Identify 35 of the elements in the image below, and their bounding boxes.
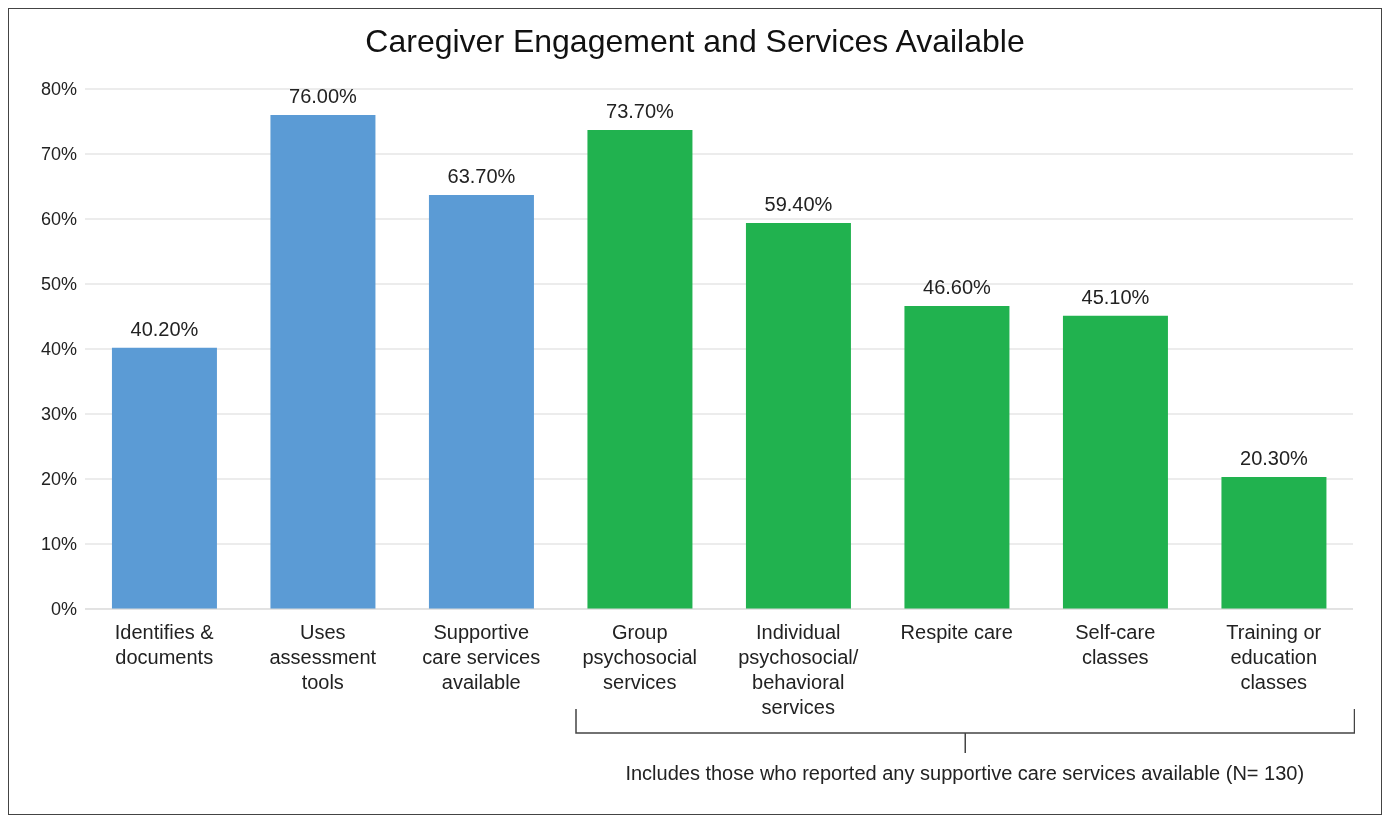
bar	[111, 347, 217, 609]
data-label: 76.00%	[289, 85, 358, 107]
bar	[745, 222, 851, 609]
y-tick-label: 70%	[40, 144, 77, 165]
y-tick-label: 60%	[40, 209, 77, 230]
chart-title: Caregiver Engagement and Services Available	[364, 23, 1026, 60]
x-tick-label: Individual psychosocial/ behavioral services	[738, 621, 859, 718]
x-tick-label: Self-care classes	[1075, 621, 1156, 668]
y-tick-label: 30%	[40, 404, 77, 425]
data-label: 73.70%	[606, 99, 675, 122]
bar	[1062, 315, 1168, 609]
y-tick-label: 80%	[40, 79, 77, 100]
y-tick-label: 20%	[40, 469, 77, 490]
y-tick-label: 10%	[40, 534, 77, 555]
text: Includes those who reported any supportive care services available (N= 130)	[624, 761, 1305, 786]
data-label: 20.30%	[1240, 447, 1309, 470]
data-label: 59.40%	[764, 192, 833, 215]
x-tick-label: Identifies & documents	[114, 621, 215, 668]
data-label: 45.10%	[1081, 285, 1150, 308]
data-label: 40.20%	[130, 317, 199, 340]
y-tick-label: 50%	[40, 274, 77, 295]
x-tick-label: Supportive care services available	[422, 621, 541, 693]
data-label: 46.60%	[923, 276, 992, 299]
x-tick-label: Uses assessment tools	[269, 621, 377, 693]
bar	[904, 306, 1010, 609]
y-tick-label: 40%	[40, 339, 77, 360]
x-tick-label: Training or education classes	[1226, 621, 1322, 693]
data-label: 63.70%	[447, 164, 516, 187]
bar	[1221, 477, 1327, 609]
y-tick-label: 0%	[50, 599, 77, 620]
x-tick-label: Group psychosocial services	[582, 621, 698, 693]
bar	[428, 194, 534, 609]
bar	[587, 129, 693, 609]
x-tick-label: Respite care	[900, 621, 1013, 643]
bar	[270, 115, 376, 609]
